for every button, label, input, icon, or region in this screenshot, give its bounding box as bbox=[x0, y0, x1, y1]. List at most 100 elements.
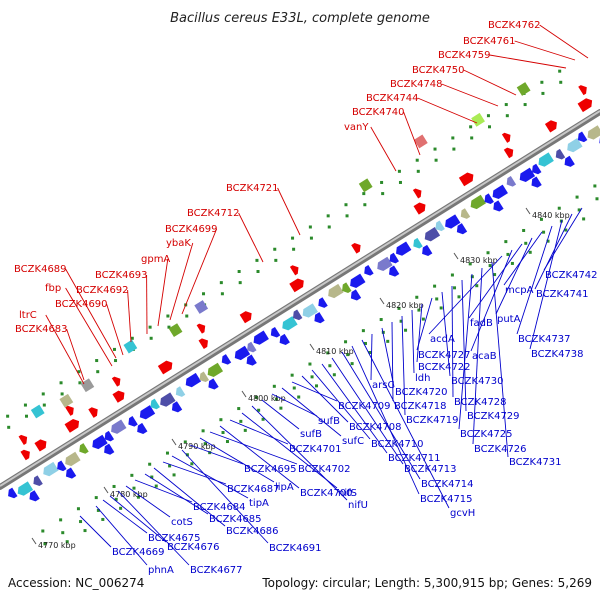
lower-gene-label: BCZK4675 bbox=[148, 533, 201, 544]
gc-marker bbox=[96, 370, 100, 374]
label-leader-line bbox=[428, 255, 503, 335]
gene-shape bbox=[30, 404, 45, 419]
gc-marker bbox=[468, 262, 472, 266]
reverse-gene-arrow bbox=[43, 461, 59, 477]
reverse-gene-arrow bbox=[314, 312, 325, 324]
gene-shape bbox=[8, 487, 18, 499]
label-leader-line bbox=[199, 437, 275, 483]
gene-shape bbox=[396, 241, 412, 256]
gc-marker bbox=[451, 136, 455, 140]
reverse-gene-arrow bbox=[185, 372, 202, 388]
gene-shape bbox=[413, 237, 423, 249]
gc-marker bbox=[243, 428, 247, 432]
gc-marker bbox=[114, 359, 118, 363]
gc-marker bbox=[595, 197, 599, 201]
gene-shape bbox=[43, 461, 59, 477]
reverse-gene-arrow bbox=[567, 137, 583, 153]
gc-marker bbox=[453, 286, 457, 290]
gc-marker bbox=[470, 136, 474, 140]
gc-marker bbox=[274, 397, 278, 401]
lower-gene-label: BCZK4691 bbox=[269, 543, 322, 554]
gene-shape bbox=[29, 490, 40, 502]
gene-shape bbox=[492, 184, 508, 199]
label-leader-line bbox=[416, 303, 423, 363]
gene-shape bbox=[57, 460, 67, 472]
reverse-gene-arrow bbox=[577, 131, 588, 143]
gene-shape bbox=[538, 152, 554, 167]
reverse-gene-arrow bbox=[531, 176, 542, 188]
gc-marker bbox=[362, 192, 366, 196]
gene-block bbox=[168, 323, 183, 338]
gc-marker bbox=[23, 403, 27, 407]
gene-features bbox=[8, 82, 600, 502]
gc-marker bbox=[185, 314, 189, 318]
gc-marker bbox=[404, 328, 408, 332]
gc-marker bbox=[297, 395, 301, 399]
gene-shape bbox=[292, 309, 303, 321]
forward-gene-arrow bbox=[501, 132, 511, 143]
reverse-gene-arrow bbox=[302, 303, 318, 318]
upper-gene-label: BCZK4748 bbox=[390, 79, 443, 90]
label-leader-line bbox=[441, 291, 451, 377]
gene-shape bbox=[503, 147, 514, 159]
label-leader-line bbox=[416, 297, 433, 351]
reverse-gene-arrow bbox=[435, 220, 445, 232]
gene-shape bbox=[92, 434, 108, 450]
gene-shape bbox=[318, 297, 328, 308]
lower-gene-label: sufC bbox=[342, 436, 364, 447]
gc-marker bbox=[435, 297, 439, 301]
gene-block bbox=[123, 339, 138, 354]
gc-marker bbox=[201, 429, 205, 433]
gene-shape bbox=[413, 134, 428, 149]
lower-gene-label: sufB bbox=[318, 416, 340, 427]
label-leader-line bbox=[281, 387, 342, 437]
label-leader-line bbox=[95, 505, 148, 566]
lower-gene-label: phnA bbox=[148, 565, 174, 576]
gc-marker bbox=[65, 540, 69, 544]
gc-marker bbox=[582, 217, 586, 221]
kbp-ticks: 4770 kbp 4780 kbp 4790 kbp 4800 kbp 4810 kbp… bbox=[31, 207, 570, 550]
gene-shape bbox=[18, 434, 28, 445]
gc-marker bbox=[541, 91, 545, 95]
gc-marker bbox=[255, 258, 259, 262]
forward-gene-arrow bbox=[412, 188, 422, 199]
reverse-gene-arrow bbox=[396, 241, 412, 256]
upper-gene-label: fbp bbox=[45, 283, 61, 294]
gene-shape bbox=[234, 345, 251, 361]
gc-marker bbox=[208, 451, 212, 455]
gc-marker bbox=[504, 103, 508, 107]
reverse-gene-arrow bbox=[150, 398, 160, 410]
lower-gene-label: BCZK4710 bbox=[371, 439, 424, 450]
gc-marker bbox=[328, 364, 332, 368]
label-leader-line bbox=[539, 24, 589, 59]
gc-marker bbox=[136, 495, 140, 499]
gene-shape bbox=[484, 193, 494, 204]
gc-marker bbox=[433, 147, 437, 151]
gene-shape bbox=[445, 214, 461, 229]
gc-marker bbox=[398, 180, 402, 184]
kbp-tick-label: 4780 kbp bbox=[110, 490, 148, 499]
gc-marker bbox=[257, 408, 261, 412]
reverse-gene-arrow bbox=[270, 326, 281, 338]
gc-marker bbox=[415, 295, 419, 299]
gene-shape bbox=[493, 200, 504, 212]
upper-gene-label: BCZK4693 bbox=[95, 270, 148, 281]
reverse-gene-arrow bbox=[377, 256, 393, 272]
gene-shape bbox=[456, 223, 468, 235]
gc-marker bbox=[344, 203, 348, 207]
gene-shape bbox=[413, 202, 426, 215]
gene-shape bbox=[246, 354, 257, 366]
label-leader-line bbox=[238, 212, 264, 263]
forward-gene-arrow bbox=[64, 418, 80, 433]
upper-gene-label: BCZK4683 bbox=[15, 324, 68, 335]
gene-shape bbox=[104, 443, 115, 455]
label-leader-line bbox=[144, 473, 209, 515]
gene-shape bbox=[185, 372, 202, 388]
gc-marker bbox=[546, 239, 550, 243]
gene-shape bbox=[351, 242, 361, 254]
lower-gene-label: BCZK4713 bbox=[404, 464, 457, 475]
reverse-gene-arrow bbox=[65, 451, 81, 467]
gc-marker bbox=[524, 241, 528, 245]
reverse-gene-arrow bbox=[564, 155, 575, 167]
label-leader-line bbox=[451, 285, 454, 398]
